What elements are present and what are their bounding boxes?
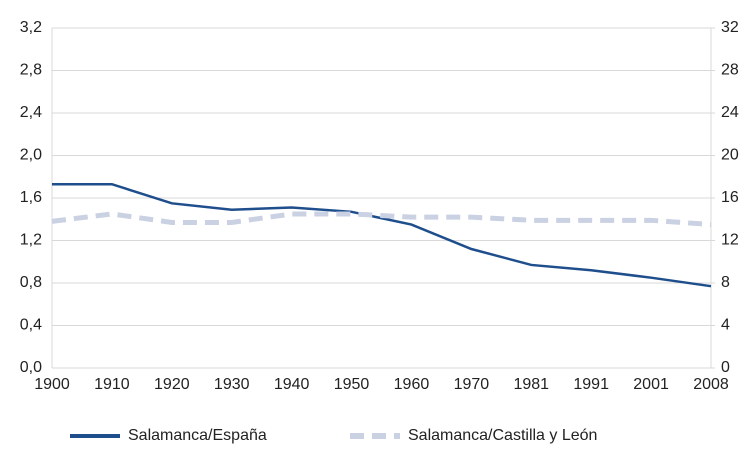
x-tick-label: 1930 — [214, 376, 250, 393]
y-tick-label: 1,6 — [20, 189, 42, 206]
y2-tick-label: 20 — [721, 147, 739, 164]
x-tick-label: 1991 — [573, 376, 609, 393]
y-tick-label: 0,0 — [20, 359, 42, 376]
x-tick-label: 1970 — [454, 376, 490, 393]
legend-label: Salamanca/España — [128, 427, 267, 444]
y2-tick-label: 4 — [721, 317, 730, 334]
y-tick-label: 0,4 — [20, 317, 42, 334]
legend-label: Salamanca/Castilla y León — [408, 427, 597, 444]
y-tick-label: 2,8 — [20, 62, 42, 79]
y-tick-label: 2,0 — [20, 147, 42, 164]
x-tick-label: 1960 — [394, 376, 430, 393]
x-tick-label: 1920 — [154, 376, 190, 393]
x-tick-label: 1900 — [34, 376, 70, 393]
x-tick-label: 2001 — [633, 376, 669, 393]
y-tick-label: 1,2 — [20, 232, 42, 249]
series-line — [51, 211, 712, 228]
x-tick-label: 2008 — [693, 376, 729, 393]
series-line — [52, 182, 712, 288]
y-tick-label: 3,2 — [20, 19, 42, 36]
y-tick-label: 2,4 — [20, 104, 42, 121]
y-tick-label: 0,8 — [20, 274, 42, 291]
y2-tick-label: 8 — [721, 274, 730, 291]
x-tick-label: 1981 — [513, 376, 549, 393]
y2-tick-label: 16 — [721, 189, 739, 206]
y2-tick-label: 28 — [721, 62, 739, 79]
y2-tick-label: 0 — [721, 359, 730, 376]
x-tick-label: 1910 — [94, 376, 130, 393]
x-tick-label: 1950 — [334, 376, 370, 393]
x-tick-label: 1940 — [274, 376, 310, 393]
y2-tick-label: 12 — [721, 232, 739, 249]
y2-tick-label: 24 — [721, 104, 739, 121]
y2-tick-label: 32 — [721, 19, 739, 36]
